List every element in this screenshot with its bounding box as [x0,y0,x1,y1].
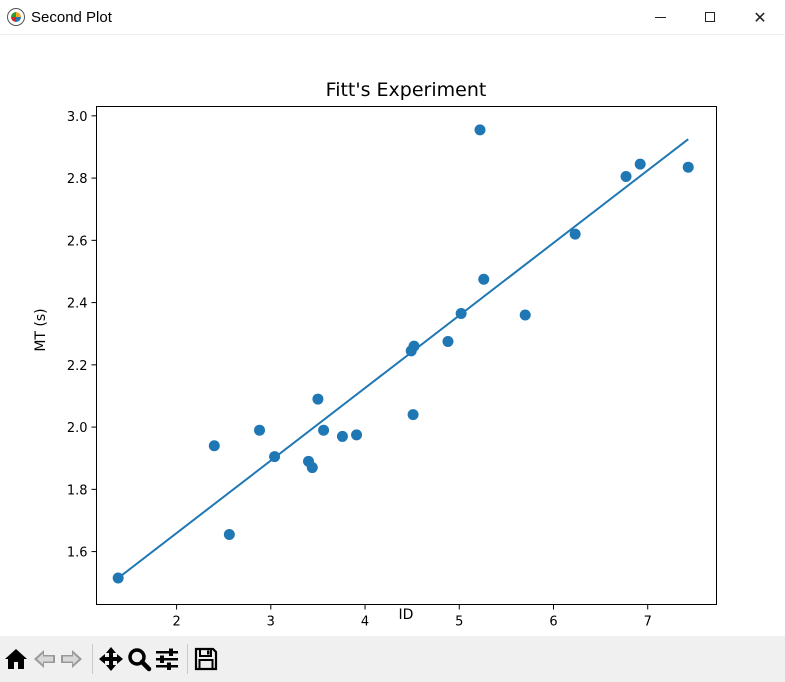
y-axis-label: MT (s) [33,308,49,351]
zoom-icon [128,648,152,672]
scatter-point [318,424,330,436]
close-button[interactable]: ✕ [735,0,785,34]
minimize-button[interactable] [635,0,685,34]
maximize-button[interactable] [685,0,735,34]
fit-line-group [117,138,689,579]
pan-button[interactable] [98,644,124,674]
scatter-point [351,429,363,441]
y-tick-label: 2.8 [67,172,88,187]
navigation-toolbar [0,636,785,682]
minimize-icon [654,16,666,18]
y-tick-label: 3.0 [67,110,88,125]
forward-arrow-icon [61,650,82,668]
scatter-point [407,409,419,421]
scatter-point [569,228,581,240]
scatter-point [269,451,281,463]
plot-area [96,106,717,605]
back-button[interactable] [31,644,57,674]
y-tick-label: 2.0 [67,421,88,436]
forward-button[interactable] [59,644,85,674]
x-tick-label: 5 [455,615,463,630]
maximize-icon [705,12,715,22]
scatter-point [474,124,486,136]
zoom-button[interactable] [126,644,152,674]
x-tick-label: 7 [644,615,652,630]
scatter-point [634,158,646,170]
configure-subplots-icon [156,648,178,670]
x-tick-label: 4 [361,615,369,630]
x-axis-ticks: 2 3 4 5 6 7 [172,604,652,630]
chart-title: Fitt's Experiment [326,79,487,101]
y-tick-label: 2.6 [67,234,88,249]
y-tick-label: 2.2 [67,359,88,374]
save-button[interactable] [193,644,219,674]
scatter-point [519,309,531,321]
y-axis-ticks: 1.6 1.8 2.0 2.2 2.4 2.6 2.8 3.0 [67,110,97,561]
scatter-point [208,440,220,452]
x-tick-label: 6 [549,615,557,630]
scatter-point [442,335,454,347]
toolbar-separator [187,644,188,674]
scatter-point [455,307,467,319]
app-logo-icon [7,8,25,26]
x-axis-label: ID [399,607,414,623]
configure-subplots-button[interactable] [154,644,180,674]
x-tick-label: 3 [267,615,275,630]
scatter-point [682,161,694,173]
scatter-point [620,171,632,183]
home-button[interactable] [3,644,29,674]
y-tick-label: 1.6 [67,546,88,561]
scatter-point [336,430,348,442]
y-tick-label: 2.4 [67,297,88,312]
window-controls: ✕ [635,0,785,34]
y-tick-label: 1.8 [67,483,88,498]
pan-icon [99,647,123,671]
scatter-point [478,273,490,285]
x-tick-label: 2 [172,615,180,630]
close-icon: ✕ [753,7,767,27]
scatter-point [223,528,235,540]
scatter-point [254,424,266,436]
save-icon [194,647,218,671]
fit-line [117,138,689,579]
toolbar-separator [92,644,93,674]
scatter-point [306,462,318,474]
window-titlebar: Second Plot ✕ [0,0,785,35]
scatter-point [112,572,124,584]
window-title: Second Plot [31,8,112,26]
scatter-chart: Fitt's Experiment 2 3 4 5 6 7 1.6 1.8 2.0 2.2 2.4… [33,79,717,630]
figure-canvas[interactable]: Fitt's Experiment 2 3 4 5 6 7 1.6 1.8 2.0 2.2 2.4… [0,35,785,635]
home-icon [5,649,27,669]
scatter-points [112,124,694,584]
back-arrow-icon [34,650,55,668]
scatter-point [408,340,420,352]
scatter-point [312,393,324,405]
